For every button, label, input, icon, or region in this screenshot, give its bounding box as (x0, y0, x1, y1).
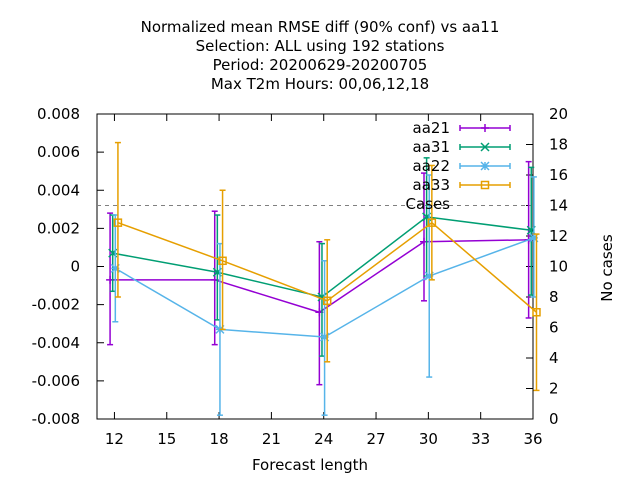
y2-axis-label: No cases (598, 234, 616, 302)
x-tick-label: 33 (471, 430, 490, 448)
title-line: Normalized mean RMSE diff (90% conf) vs … (141, 18, 500, 36)
y-tick-label: -0.006 (32, 372, 80, 390)
x-tick-label: 36 (523, 430, 542, 448)
series-aa22 (110, 174, 539, 416)
data-point (427, 218, 437, 227)
y-tick-label: 0.002 (37, 219, 80, 237)
legend-label: aa21 (413, 119, 450, 137)
data-point (480, 161, 490, 171)
y-axis: -0.008 -0.006 -0.004 -0.002 0 0.002 0.004 0.006… (32, 105, 104, 428)
x-tick-label: 21 (262, 430, 281, 448)
y-tick-label: -0.004 (32, 334, 80, 352)
chart-title: Normalized mean RMSE diff (90% conf) vs … (141, 18, 500, 93)
y2-tick-label: 6 (549, 319, 559, 337)
data-point (322, 296, 332, 306)
legend-label: Cases (405, 195, 450, 213)
data-point (218, 256, 227, 266)
title-line: Period: 20200629-20200705 (213, 56, 428, 74)
y2-tick-label: 2 (549, 380, 559, 398)
data-point (480, 142, 490, 152)
y2-tick-label: 8 (549, 288, 559, 306)
y2-tick-label: 18 (549, 136, 568, 154)
data-point (113, 218, 123, 227)
y-tick-label: 0.008 (37, 105, 80, 123)
series-aa33 (113, 141, 541, 392)
y2-tick-label: 4 (549, 349, 559, 367)
data-point (529, 233, 539, 243)
title-line: Selection: ALL using 192 stations (196, 37, 445, 55)
y2-tick-label: 14 (549, 197, 568, 215)
x-tick-label: 15 (157, 430, 176, 448)
title-line: Max T2m Hours: 00,06,12,18 (211, 75, 429, 93)
y-tick-label: -0.008 (32, 410, 80, 428)
plot-frame (96, 113, 534, 420)
series-aa21 (106, 160, 533, 386)
y2-tick-label: 20 (549, 105, 568, 123)
data-point (481, 124, 489, 132)
y2-tick-label: 16 (549, 166, 568, 184)
data-point (532, 308, 541, 317)
legend-label: aa31 (413, 138, 450, 156)
y2-tick-label: 0 (549, 410, 559, 428)
x-tick-label: 18 (210, 430, 229, 448)
y2-tick-label: 10 (549, 258, 568, 276)
x-axis-label: Forecast length (252, 456, 368, 474)
x-tick-label: 24 (314, 430, 333, 448)
y2-axis: 0 2 4 6 8 10 12 14 16 18 20 (526, 105, 568, 428)
x-tick-label: 12 (105, 430, 124, 448)
data-point (320, 332, 330, 342)
y-tick-label: -0.002 (32, 296, 80, 314)
data-point (424, 271, 434, 281)
y-tick-label: 0 (70, 258, 80, 276)
data-point (110, 263, 120, 273)
x-axis: 12 15 18 21 24 27 30 33 36 (105, 114, 543, 448)
x-tick-label: 27 (366, 430, 385, 448)
y-tick-label: 0.006 (37, 143, 80, 161)
data-point (480, 180, 490, 190)
y-tick-label: 0.004 (37, 181, 80, 199)
x-tick-label: 30 (419, 430, 438, 448)
series-group (106, 141, 541, 416)
series-line (117, 221, 537, 313)
legend-label: aa22 (413, 157, 450, 175)
legend-label: aa33 (413, 176, 450, 194)
y2-tick-label: 12 (549, 227, 568, 245)
